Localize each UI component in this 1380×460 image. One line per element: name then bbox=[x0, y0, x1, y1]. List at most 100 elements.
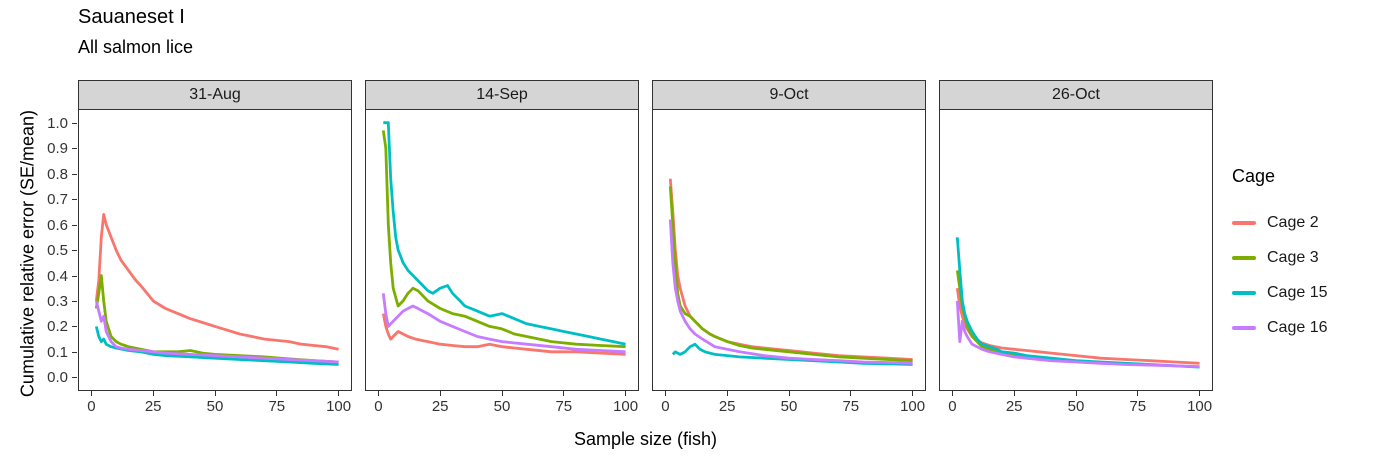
x-tick-mark bbox=[850, 391, 852, 396]
x-tick-mark bbox=[625, 391, 627, 396]
line-cage-3 bbox=[955, 270, 1052, 361]
facet-panel bbox=[365, 109, 639, 391]
x-tick-mark bbox=[788, 391, 790, 396]
line-cage-3 bbox=[668, 186, 913, 363]
line-cage-16 bbox=[668, 219, 913, 365]
x-tick-mark bbox=[1075, 391, 1077, 396]
x-tick-mark bbox=[726, 391, 728, 396]
legend-entry-label: Cage 15 bbox=[1267, 284, 1328, 301]
facet-row: 31-Aug 0 25 50 75 100 14-Sep 0 25 50 75 100 9-Oct 0 25… bbox=[78, 80, 1213, 421]
x-tick-label: 100 bbox=[1187, 398, 1213, 415]
facet-strip-label: 26-Oct bbox=[939, 80, 1213, 110]
x-tick-label: 50 bbox=[493, 398, 511, 415]
x-tick-label: 50 bbox=[780, 398, 798, 415]
x-tick-label: 75 bbox=[268, 398, 286, 415]
x-tick-label: 50 bbox=[206, 398, 224, 415]
y-tick-label: 0.2 bbox=[47, 318, 68, 336]
legend-line-key bbox=[1232, 291, 1256, 295]
facet-strip-label: 9-Oct bbox=[652, 80, 926, 110]
x-tick-label: 25 bbox=[1005, 398, 1023, 415]
line-cage-2 bbox=[94, 213, 339, 351]
legend-line-key bbox=[1232, 256, 1256, 260]
chart-title: Sauaneset I bbox=[78, 6, 185, 28]
facet-strip-label: 14-Sep bbox=[365, 80, 639, 110]
x-tick-mark bbox=[1199, 391, 1201, 396]
x-tick-label: 50 bbox=[1067, 398, 1085, 415]
y-tick-mark bbox=[72, 275, 77, 277]
legend-entry-label: Cage 3 bbox=[1267, 249, 1319, 266]
line-cage-16 bbox=[381, 293, 626, 354]
x-tick-label: 0 bbox=[87, 398, 96, 415]
x-tick-label: 0 bbox=[661, 398, 670, 415]
x-tick-mark bbox=[1137, 391, 1139, 396]
legend-entries: Cage 2 Cage 3 Cage 15 Cage 16 bbox=[1232, 211, 1328, 340]
y-tick-label: 0.5 bbox=[47, 242, 68, 259]
legend-line-key bbox=[1232, 221, 1256, 225]
x-tick-mark bbox=[377, 391, 379, 396]
facet-strip-label: 31-Aug bbox=[78, 80, 352, 110]
x-tick-label: 0 bbox=[948, 398, 957, 415]
x-tick-mark bbox=[951, 391, 953, 396]
line-cage-3 bbox=[381, 130, 626, 349]
legend-entry-cage-3: Cage 3 bbox=[1232, 246, 1328, 270]
legend-title: Cage bbox=[1232, 166, 1276, 186]
x-tick-label: 0 bbox=[374, 398, 383, 415]
line-cage-2 bbox=[381, 313, 626, 356]
y-tick-mark bbox=[72, 377, 77, 379]
x-tick-mark bbox=[501, 391, 503, 396]
x-axis-ticks: 0 25 50 75 100 bbox=[78, 391, 352, 421]
x-tick-mark bbox=[214, 391, 216, 396]
x-axis-title: Sample size (fish) bbox=[573, 429, 718, 449]
legend-entry-cage-16: Cage 16 bbox=[1232, 316, 1328, 340]
legend-entry-label: Cage 16 bbox=[1267, 319, 1328, 336]
line-cage-15 bbox=[94, 326, 339, 366]
y-tick-label: 0.7 bbox=[47, 191, 68, 209]
x-tick-label: 75 bbox=[555, 398, 573, 415]
x-tick-label: 100 bbox=[326, 398, 352, 415]
y-tick-mark bbox=[72, 300, 77, 302]
line-cage-2 bbox=[955, 288, 1200, 365]
x-tick-mark bbox=[912, 391, 914, 396]
legend-entry-label: Cage 2 bbox=[1267, 214, 1319, 231]
line-cage-16 bbox=[94, 300, 339, 364]
y-tick-label: 0.1 bbox=[47, 343, 68, 361]
x-tick-mark bbox=[563, 391, 565, 396]
y-tick-mark bbox=[72, 173, 77, 175]
y-tick-label: 0.0 bbox=[47, 369, 68, 387]
facet-31-Aug: 31-Aug 0 25 50 75 100 bbox=[78, 80, 352, 421]
x-tick-mark bbox=[276, 391, 278, 396]
facet-9-Oct: 9-Oct 0 25 50 75 100 bbox=[652, 80, 926, 421]
facet-26-Oct: 26-Oct 0 25 50 75 100 bbox=[939, 80, 1213, 421]
y-tick-label: 0.9 bbox=[47, 140, 68, 158]
x-tick-label: 100 bbox=[613, 398, 639, 415]
facet-panel bbox=[652, 109, 926, 391]
x-tick-mark bbox=[90, 391, 92, 396]
facet-panel bbox=[939, 109, 1213, 391]
x-tick-mark bbox=[338, 391, 340, 396]
facet-14-Sep: 14-Sep 0 25 50 75 100 bbox=[365, 80, 639, 421]
facet-panel bbox=[78, 109, 352, 391]
x-tick-mark bbox=[1013, 391, 1015, 396]
y-tick-mark bbox=[72, 326, 77, 328]
x-tick-mark bbox=[439, 391, 441, 396]
legend-entry-cage-15: Cage 15 bbox=[1232, 281, 1328, 305]
x-tick-label: 75 bbox=[842, 398, 860, 415]
x-tick-label: 25 bbox=[144, 398, 162, 415]
line-cage-16 bbox=[955, 300, 1200, 368]
y-tick-label: 0.4 bbox=[47, 267, 68, 285]
legend-entry-cage-2: Cage 2 bbox=[1232, 211, 1328, 235]
y-tick-label: 1.0 bbox=[47, 114, 68, 132]
x-tick-label: 25 bbox=[718, 398, 736, 415]
y-tick-mark bbox=[72, 250, 77, 251]
y-tick-label: 0.6 bbox=[47, 216, 68, 234]
y-tick-label: 0.8 bbox=[47, 165, 68, 183]
chart-subtitle: All salmon lice bbox=[78, 37, 194, 57]
y-tick-mark bbox=[72, 351, 77, 353]
x-axis-ticks: 0 25 50 75 100 bbox=[652, 391, 926, 421]
legend: Cage Cage 2 Cage 3 Cage 15 Cage 16 bbox=[1232, 166, 1328, 351]
y-tick-mark bbox=[72, 148, 77, 150]
y-tick-label: 0.3 bbox=[47, 292, 68, 310]
x-axis-ticks: 0 25 50 75 100 bbox=[939, 391, 1213, 421]
y-tick-mark bbox=[72, 224, 77, 226]
